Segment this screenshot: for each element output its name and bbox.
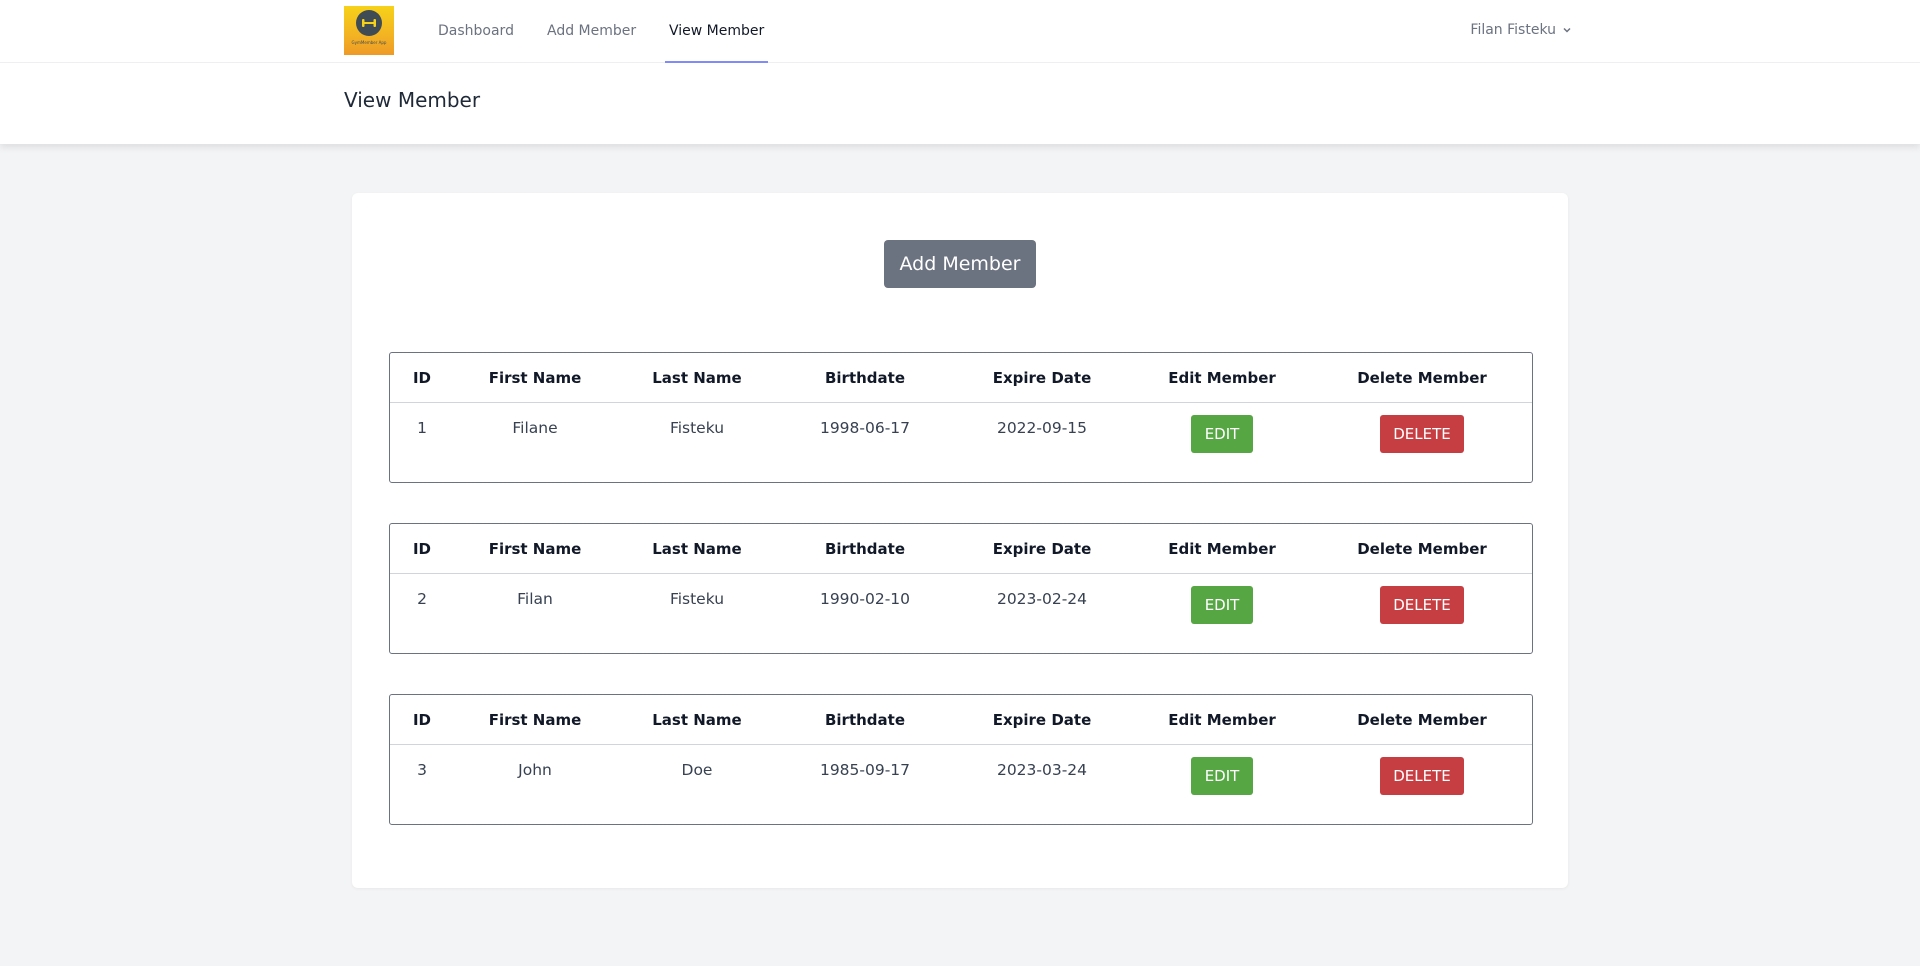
col-header-expire-date: Expire Date: [952, 353, 1132, 403]
cell-first-name: Filane: [512, 419, 558, 437]
col-header-id: ID: [390, 353, 454, 403]
col-header-last-name: Last Name: [616, 524, 778, 574]
members-card: Add Member ID First Name Last Name Birth…: [352, 193, 1568, 888]
col-header-birthdate: Birthdate: [778, 695, 952, 745]
cell-last-name: Doe: [681, 761, 713, 779]
table-row: 3 John Doe 1985-09-17 2023-03-24 EDIT DE…: [390, 745, 1532, 824]
col-header-birthdate: Birthdate: [778, 524, 952, 574]
col-header-delete-member: Delete Member: [1312, 695, 1532, 745]
top-navbar: GymMember App Dashboard Add Member View …: [0, 0, 1920, 63]
edit-button[interactable]: EDIT: [1191, 415, 1253, 453]
cell-birthdate: 1998-06-17: [819, 419, 911, 437]
cell-last-name: Fisteku: [669, 419, 725, 437]
col-header-delete-member: Delete Member: [1312, 353, 1532, 403]
member-table: ID First Name Last Name Birthdate Expire…: [389, 523, 1533, 654]
col-header-id: ID: [390, 524, 454, 574]
nav-link-dashboard[interactable]: Dashboard: [438, 23, 514, 39]
page-header: View Member: [0, 63, 1920, 144]
cell-first-name: Filan: [517, 590, 553, 608]
col-header-id: ID: [390, 695, 454, 745]
cell-first-name: John: [518, 761, 552, 779]
edit-button[interactable]: EDIT: [1191, 586, 1253, 624]
delete-button[interactable]: DELETE: [1380, 415, 1464, 453]
col-header-expire-date: Expire Date: [952, 695, 1132, 745]
cell-last-name: Fisteku: [669, 590, 725, 608]
cell-expire-date: 2022-09-15: [996, 419, 1088, 437]
cell-id: 3: [417, 761, 427, 779]
cell-id: 1: [417, 419, 427, 437]
cell-edit: EDIT: [1132, 574, 1312, 653]
table-header-row: ID First Name Last Name Birthdate Expire…: [390, 524, 1532, 574]
cell-delete: DELETE: [1312, 403, 1532, 482]
col-header-edit-member: Edit Member: [1132, 524, 1312, 574]
user-name: Filan Fisteku: [1470, 22, 1556, 38]
table-row: 2 Filan Fisteku 1990-02-10 2023-02-24 ED…: [390, 574, 1532, 653]
col-header-first-name: First Name: [454, 524, 616, 574]
table-header-row: ID First Name Last Name Birthdate Expire…: [390, 353, 1532, 403]
cell-expire-date: 2023-03-24: [996, 761, 1088, 779]
col-header-delete-member: Delete Member: [1312, 524, 1532, 574]
col-header-last-name: Last Name: [616, 695, 778, 745]
col-header-edit-member: Edit Member: [1132, 353, 1312, 403]
cell-edit: EDIT: [1132, 403, 1312, 482]
edit-button[interactable]: EDIT: [1191, 757, 1253, 795]
cell-expire-date: 2023-02-24: [996, 590, 1088, 608]
app-logo[interactable]: GymMember App: [344, 6, 394, 55]
member-table: ID First Name Last Name Birthdate Expire…: [389, 694, 1533, 825]
nav-link-add-member[interactable]: Add Member: [547, 23, 637, 39]
col-header-first-name: First Name: [454, 353, 616, 403]
col-header-first-name: First Name: [454, 695, 616, 745]
dumbbell-icon: [356, 10, 382, 36]
logo-text: GymMember App: [351, 40, 387, 45]
member-table: ID First Name Last Name Birthdate Expire…: [389, 352, 1533, 483]
col-header-last-name: Last Name: [616, 353, 778, 403]
user-menu[interactable]: Filan Fisteku: [1470, 0, 1572, 60]
nav-link-view-member[interactable]: View Member: [664, 0, 769, 63]
delete-button[interactable]: DELETE: [1380, 586, 1464, 624]
table-row: 1 Filane Fisteku 1998-06-17 2022-09-15 E…: [390, 403, 1532, 482]
cell-delete: DELETE: [1312, 574, 1532, 653]
add-member-button[interactable]: Add Member: [884, 240, 1036, 288]
cell-delete: DELETE: [1312, 745, 1532, 824]
page-title: View Member: [344, 88, 481, 112]
table-header-row: ID First Name Last Name Birthdate Expire…: [390, 695, 1532, 745]
col-header-expire-date: Expire Date: [952, 524, 1132, 574]
cell-id: 2: [417, 590, 427, 608]
delete-button[interactable]: DELETE: [1380, 757, 1464, 795]
cell-edit: EDIT: [1132, 745, 1312, 824]
col-header-edit-member: Edit Member: [1132, 695, 1312, 745]
cell-birthdate: 1990-02-10: [819, 590, 911, 608]
col-header-birthdate: Birthdate: [778, 353, 952, 403]
cell-birthdate: 1985-09-17: [819, 761, 911, 779]
chevron-down-icon: [1562, 25, 1572, 35]
